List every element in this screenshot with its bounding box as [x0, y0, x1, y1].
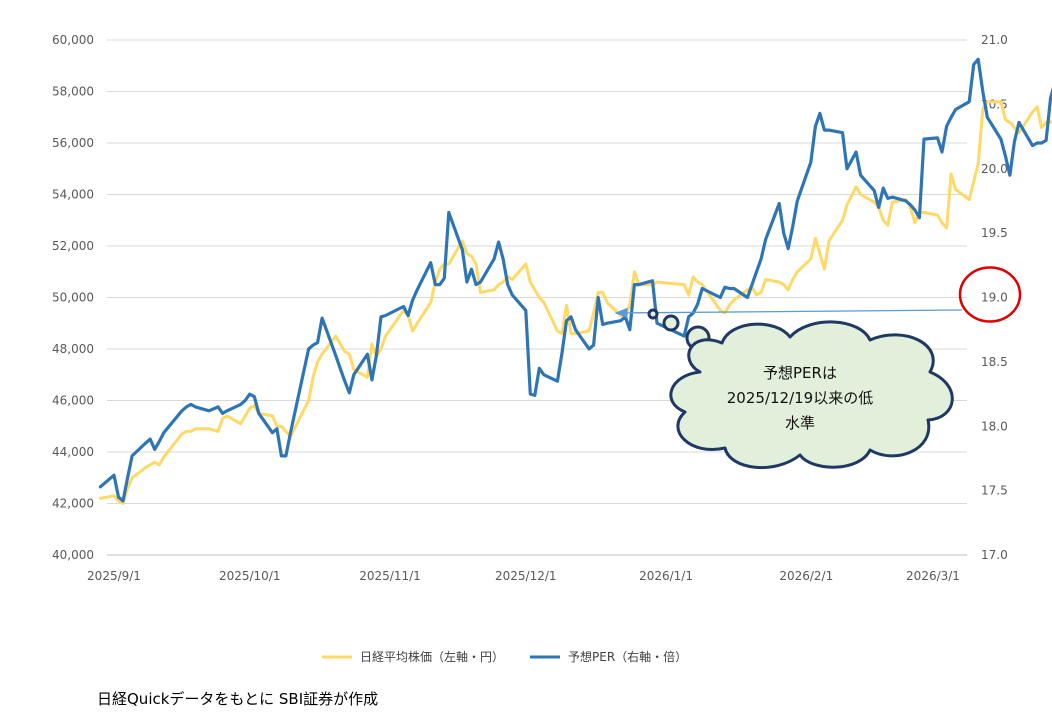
callout-cloud [669, 320, 954, 470]
left-tick-label: 46,000 [52, 394, 94, 408]
left-tick-label: 44,000 [52, 445, 94, 459]
left-tick-label: 50,000 [52, 291, 94, 305]
x-tick-label: 2025/12/1 [495, 569, 557, 583]
legend: 日経平均株価（左軸・円） 予想PER（右軸・倍） [322, 649, 687, 664]
left-tick-label: 40,000 [52, 548, 94, 562]
x-axis: 2025/9/1 2025/10/1 2025/11/1 2025/12/1 2026/… [87, 569, 960, 583]
left-tick-label: 56,000 [52, 136, 94, 150]
callout-text-line: 水準 [785, 414, 815, 432]
highlight-circle [958, 266, 1022, 323]
left-tick-label: 48,000 [52, 342, 94, 356]
right-tick-label: 17.0 [981, 548, 1008, 562]
right-tick-label: 18.5 [981, 355, 1008, 369]
x-tick-label: 2025/10/1 [219, 569, 281, 583]
legend-label-per: 予想PER（右軸・倍） [568, 649, 687, 664]
right-tick-label: 19.5 [981, 226, 1008, 240]
x-tick-label: 2026/2/1 [779, 569, 833, 583]
callout-text-line: 予想PERは [763, 364, 837, 382]
left-tick-label: 42,000 [52, 497, 94, 511]
left-tick-label: 54,000 [52, 188, 94, 202]
left-tick-label: 58,000 [52, 85, 94, 99]
right-tick-label: 19.0 [981, 291, 1008, 305]
series-group [98, 57, 1052, 505]
callout-arrow [614, 307, 963, 319]
x-tick-label: 2025/11/1 [359, 569, 421, 583]
left-axis: 40,000 42,000 44,000 46,000 48,000 50,000 52,0… [52, 33, 94, 562]
legend-label-nikkei: 日経平均株価（左軸・円） [360, 649, 504, 664]
right-tick-label: 20.0 [981, 162, 1008, 176]
left-tick-label: 60,000 [52, 33, 94, 47]
gridlines [107, 39, 967, 556]
bubble-medium [662, 314, 680, 332]
left-tick-label: 52,000 [52, 239, 94, 253]
right-tick-label: 17.5 [981, 484, 1008, 498]
per-series-line [98, 57, 1052, 503]
x-tick-label: 2025/9/1 [87, 569, 141, 583]
x-tick-label: 2026/1/1 [639, 569, 693, 583]
source-note: 日経Quickデータをもとに SBI証券が作成 [97, 690, 379, 708]
bubble-small [647, 308, 659, 320]
right-tick-label: 21.0 [981, 33, 1008, 47]
right-tick-label: 18.0 [981, 419, 1008, 433]
callout-text-line: 2025/12/19以来の低 [727, 389, 873, 407]
nikkei-series-line [98, 100, 1052, 505]
x-tick-label: 2026/3/1 [906, 569, 960, 583]
